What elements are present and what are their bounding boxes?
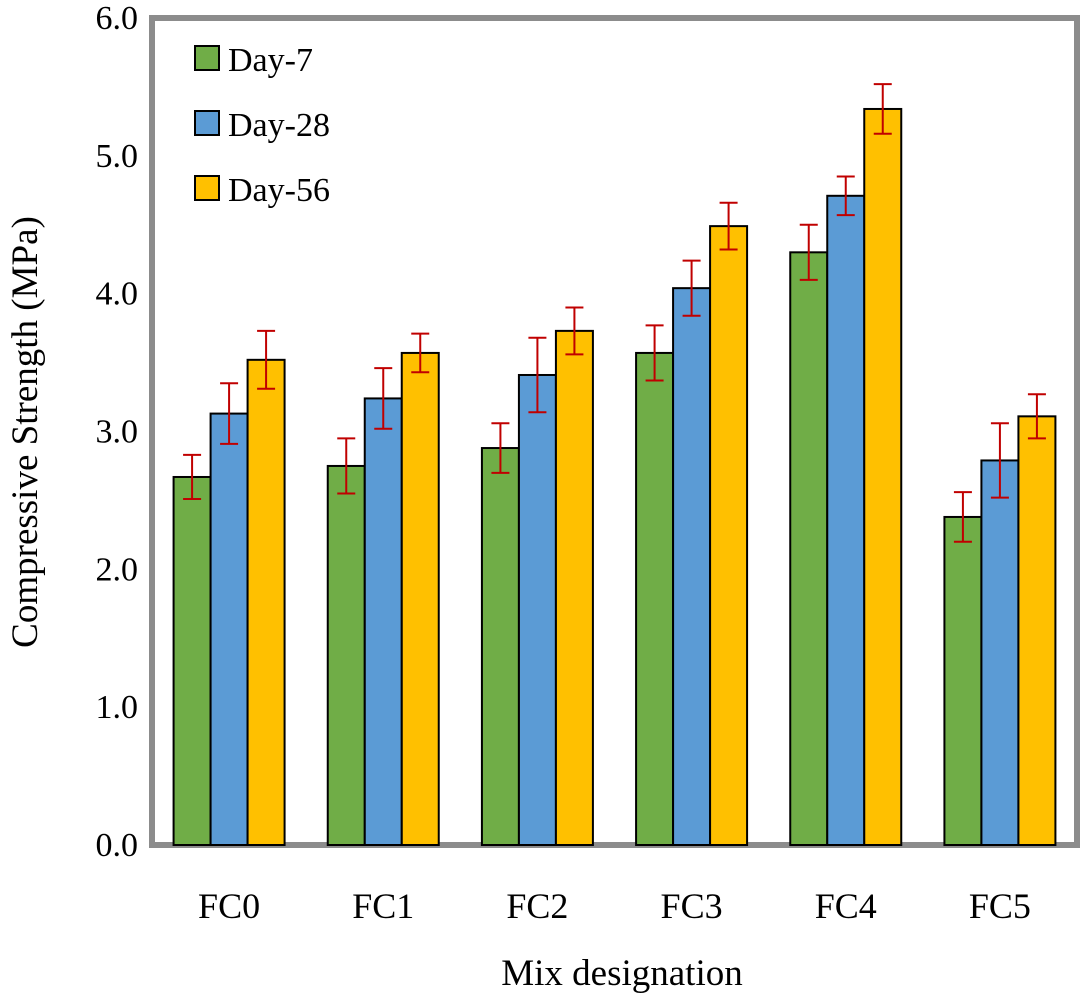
bar-day-7-fc5: [943, 515, 983, 846]
error-bar-day-56-fc2: [565, 306, 584, 356]
x-tick-label: FC4: [815, 886, 877, 926]
bar-day-28-fc2: [517, 373, 557, 846]
bar-day-56-fc1: [400, 351, 440, 846]
x-tick-label: FC1: [352, 886, 414, 926]
error-bar-day-28-fc4: [836, 175, 855, 217]
bar-day-28-fc3: [672, 287, 712, 846]
x-tick-label: FC0: [198, 886, 260, 926]
error-bar-day-28-fc3: [682, 259, 701, 317]
legend-label-day-56: Day-56: [228, 172, 330, 209]
bar-day-7-fc0: [172, 475, 212, 846]
bar-day-7-fc3: [635, 351, 675, 846]
bar-day-28-fc5: [980, 459, 1020, 846]
y-tick-label: 3.0: [96, 414, 139, 451]
bar-day-7-fc2: [480, 447, 520, 846]
error-bar-day-7-fc4: [799, 223, 818, 281]
error-bars: [183, 83, 1046, 543]
error-bar-day-7-fc1: [337, 437, 356, 495]
y-axis-ticks: 0.0 1.0 2.0 3.0 4.0 5.0 6.0: [96, 0, 139, 864]
legend-label-day-7: Day-7: [228, 42, 313, 79]
y-tick-label: 2.0: [96, 551, 139, 588]
y-tick-label: 4.0: [96, 276, 139, 313]
legend-label-day-28: Day-28: [228, 107, 330, 144]
plot-frame: [149, 15, 1080, 848]
y-tick-label: 1.0: [96, 689, 139, 726]
error-bar-day-56-fc1: [411, 332, 430, 374]
y-tick-label: 5.0: [96, 138, 139, 175]
bar-day-56-fc0: [246, 358, 286, 846]
bar-day-7-fc4: [789, 251, 829, 847]
error-bar-day-28-fc5: [990, 422, 1009, 499]
bar-day-56-fc5: [1017, 415, 1057, 846]
error-bar-day-28-fc2: [528, 336, 547, 414]
bar-day-7-fc1: [326, 464, 366, 846]
x-axis-labels: FC0 FC1 FC2 FC3 FC4 FC5: [198, 886, 1031, 926]
bar-day-56-fc4: [863, 107, 903, 847]
error-bar-day-28-fc0: [220, 382, 239, 445]
error-bar-day-56-fc3: [719, 201, 738, 251]
bar-day-28-fc4: [826, 194, 866, 846]
legend-swatch-day-7: [194, 45, 220, 71]
bars: [172, 107, 1057, 847]
bar-day-28-fc0: [209, 412, 249, 846]
error-bar-day-7-fc3: [645, 324, 664, 382]
y-tick-label: 0.0: [96, 827, 139, 864]
error-bar-day-7-fc0: [183, 453, 202, 501]
x-axis-title: Mix designation: [501, 953, 743, 994]
error-bar-day-7-fc5: [953, 491, 972, 543]
error-bar-day-28-fc1: [374, 367, 393, 430]
y-tick-label: 6.0: [96, 0, 139, 37]
bar-day-56-fc3: [709, 225, 749, 846]
error-bar-day-56-fc4: [873, 83, 892, 135]
bar-day-28-fc1: [363, 397, 403, 846]
x-tick-label: FC3: [661, 886, 723, 926]
error-bar-day-7-fc2: [491, 422, 510, 474]
error-bar-day-56-fc0: [257, 329, 276, 390]
error-bar-day-56-fc5: [1027, 393, 1046, 440]
x-tick-label: FC2: [506, 886, 568, 926]
bar-day-56-fc2: [554, 329, 594, 846]
legend-swatch-day-28: [194, 110, 220, 136]
x-tick-label: FC5: [969, 886, 1031, 926]
y-axis-title: Compressive Strength (MPa): [5, 216, 46, 648]
legend: Day-7 Day-28 Day-56: [194, 42, 330, 209]
legend-swatch-day-56: [194, 175, 220, 201]
